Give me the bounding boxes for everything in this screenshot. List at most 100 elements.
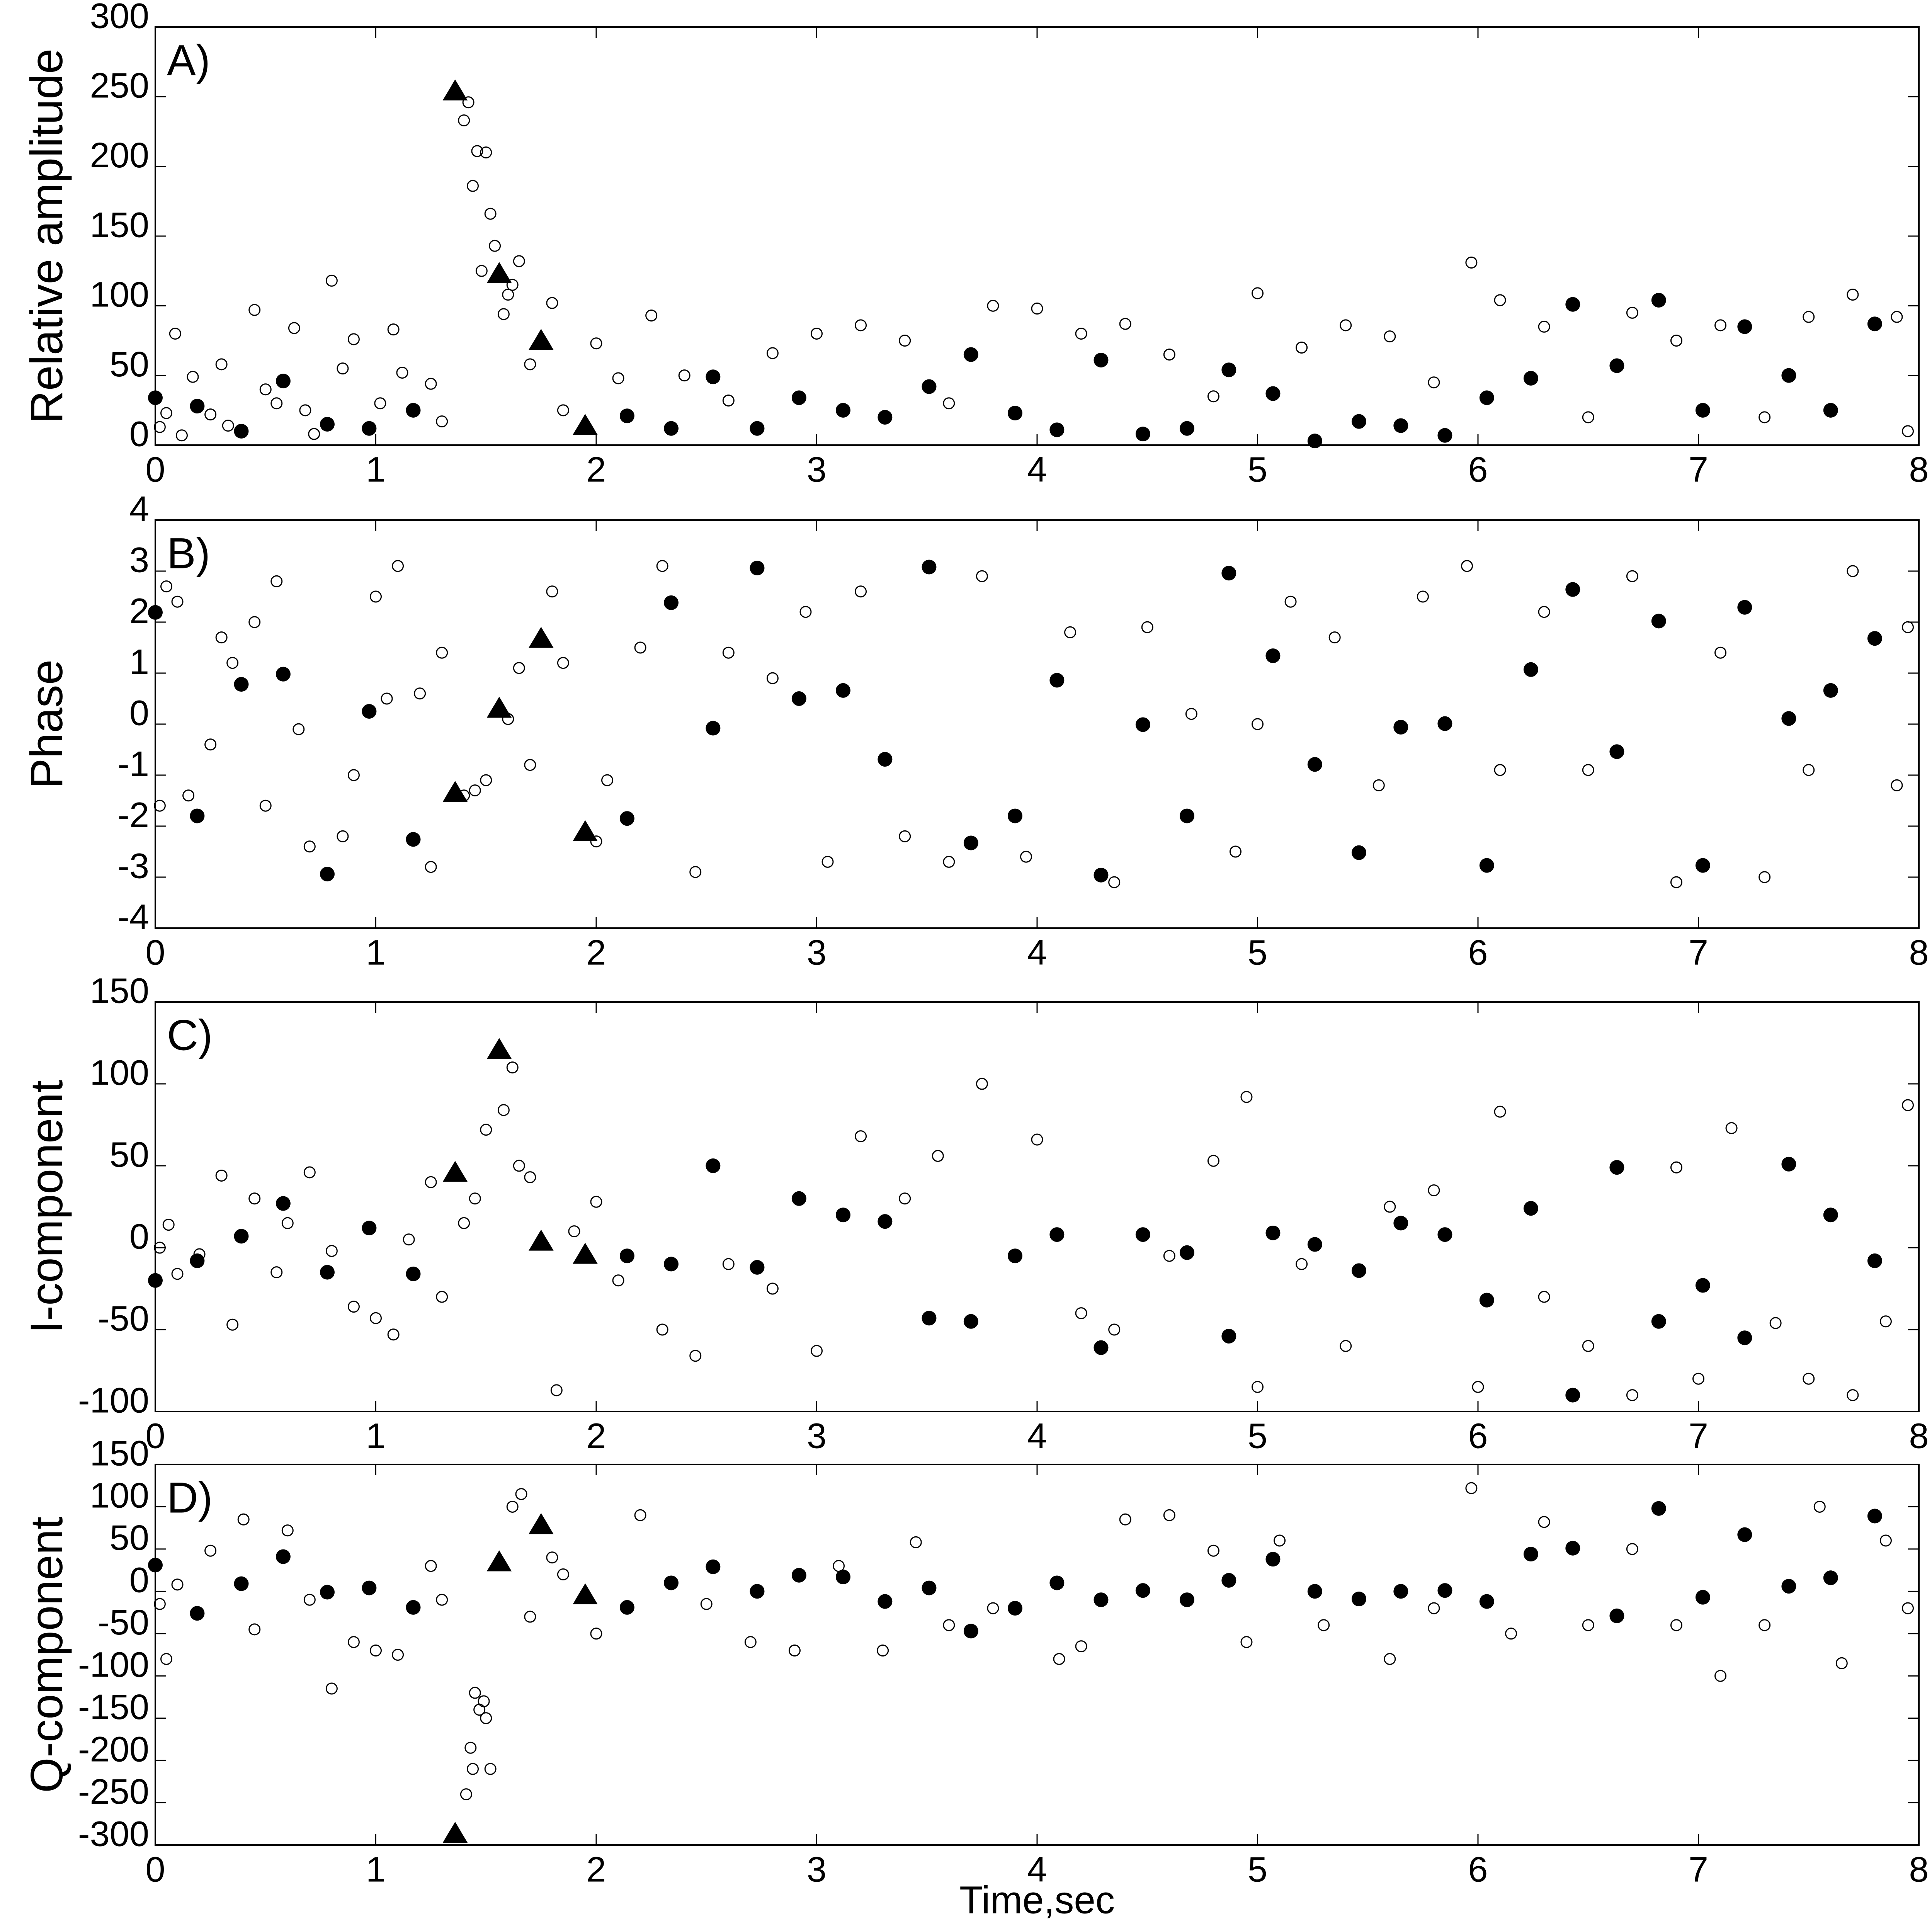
filled-point [1565, 582, 1580, 597]
open-point [1163, 1509, 1175, 1521]
open-point [634, 1509, 646, 1521]
filled-point [234, 677, 249, 692]
open-point [1163, 349, 1175, 361]
open-point [855, 1130, 867, 1143]
filled-point [963, 347, 978, 362]
open-point [943, 855, 955, 868]
open-point [259, 383, 272, 396]
filled-point [1049, 1227, 1065, 1242]
open-point [392, 560, 404, 572]
x-tick-label: 7 [1689, 1850, 1708, 1889]
open-point [1119, 1513, 1131, 1526]
open-point [1901, 425, 1914, 437]
open-point [1274, 1534, 1286, 1547]
y-tick-label: -300 [78, 1814, 149, 1854]
open-point [943, 397, 955, 410]
open-point [788, 1645, 801, 1657]
filled-point [750, 1260, 765, 1275]
filled-point [1737, 1330, 1752, 1345]
open-point [1428, 1602, 1440, 1614]
open-point [1879, 1315, 1892, 1328]
filled-point [1867, 1509, 1882, 1524]
open-point [436, 1594, 448, 1606]
open-point [976, 570, 988, 582]
open-point [387, 1328, 400, 1341]
panel-label: C) [167, 1011, 213, 1060]
x-tick-label: 4 [1027, 450, 1047, 489]
x-tick-label: 3 [807, 1850, 827, 1889]
filled-point [148, 1273, 163, 1288]
open-point [943, 1619, 955, 1631]
triangle-point [486, 1038, 512, 1059]
y-tick-label: -1 [117, 744, 149, 784]
open-point [821, 855, 834, 868]
y-tick-label: 0 [129, 1561, 149, 1600]
open-point [1714, 1670, 1727, 1682]
open-point [1207, 390, 1219, 403]
open-point [1075, 1640, 1087, 1653]
open-point [248, 1623, 261, 1636]
filled-point [1479, 390, 1494, 405]
filled-point [706, 369, 721, 384]
open-point [1494, 764, 1506, 776]
open-point [899, 830, 911, 842]
y-tick-label: 100 [90, 275, 150, 315]
open-point [513, 255, 525, 267]
filled-point [1695, 858, 1710, 873]
open-point [1318, 1619, 1330, 1631]
open-point [467, 1763, 479, 1775]
filled-point [663, 595, 679, 610]
filled-point [1651, 293, 1666, 308]
filled-point [706, 1559, 721, 1574]
x-tick-label: 6 [1468, 1416, 1488, 1456]
open-point [1284, 595, 1297, 608]
x-tick-label: 5 [1248, 1850, 1267, 1889]
open-point [325, 1245, 338, 1257]
y-tick-label: 150 [90, 205, 150, 245]
open-point [153, 1242, 166, 1254]
filled-point [1007, 1601, 1022, 1616]
open-point [281, 1524, 294, 1537]
open-point [303, 1166, 316, 1179]
open-point [590, 1628, 602, 1640]
open-point [612, 372, 624, 384]
open-point [1847, 1389, 1859, 1401]
open-point [506, 1500, 519, 1513]
x-axis-label: Time,sec [959, 1878, 1115, 1922]
open-point [175, 429, 188, 442]
open-point [546, 585, 558, 598]
y-tick-label: 0 [129, 693, 149, 733]
filled-point [276, 1549, 291, 1564]
triangle-point [442, 1821, 468, 1843]
filled-point [878, 410, 893, 425]
open-point [303, 840, 316, 853]
y-tick-label: 0 [129, 1217, 149, 1256]
open-point [656, 560, 668, 572]
open-point [270, 397, 283, 410]
filled-point [750, 421, 765, 436]
open-point [689, 1350, 702, 1362]
filled-point [1307, 757, 1322, 772]
open-point [1901, 1602, 1914, 1614]
open-point [215, 358, 228, 371]
open-point [464, 1742, 477, 1754]
filled-point [406, 1600, 421, 1615]
x-tick-label: 0 [145, 1850, 165, 1889]
open-point [436, 415, 448, 428]
open-point [462, 96, 474, 109]
open-point [1891, 311, 1903, 323]
filled-point [1351, 845, 1366, 860]
open-point [1053, 1653, 1065, 1665]
y-tick-label: -3 [117, 846, 149, 886]
open-point [160, 407, 173, 419]
open-point [248, 1192, 261, 1205]
filled-point [1265, 386, 1281, 401]
open-point [899, 1192, 911, 1205]
open-point [1626, 306, 1638, 319]
open-point [1064, 626, 1077, 638]
open-point [436, 646, 448, 659]
y-tick-label: -2 [117, 795, 149, 835]
open-point [308, 428, 320, 440]
x-tick-label: 2 [586, 1416, 606, 1456]
open-point [1207, 1155, 1219, 1167]
